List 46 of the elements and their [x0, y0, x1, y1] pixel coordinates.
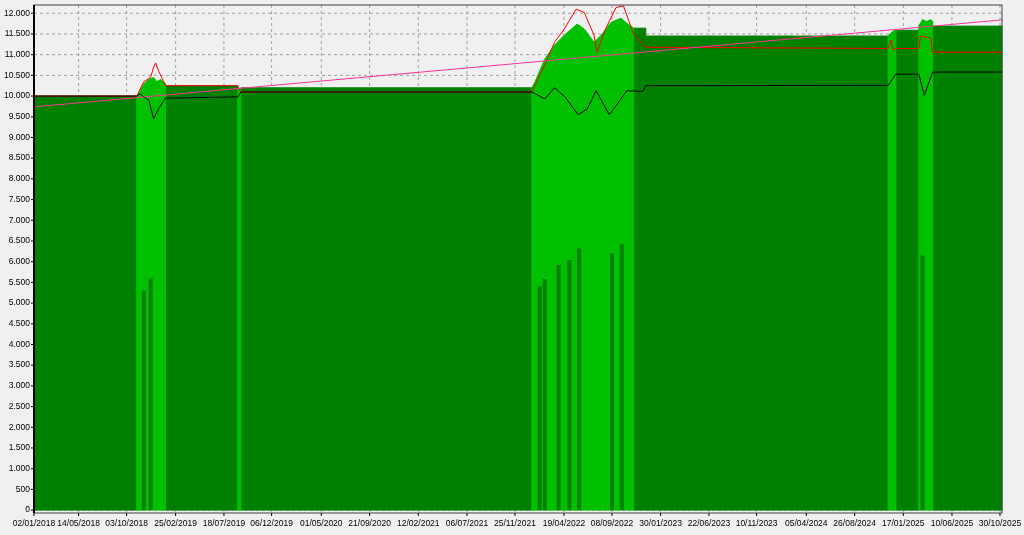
y-tick-label: 11.000: [4, 48, 31, 59]
x-tick-label: 01/05/2020: [300, 518, 343, 528]
x-tick-label: 22/06/2023: [687, 518, 731, 528]
x-tick-label: 10/11/2023: [735, 518, 778, 528]
y-tick-label: 3.500: [8, 359, 31, 370]
y-tick-label: 6.500: [8, 235, 31, 246]
x-tick-label: 03/10/2018: [105, 518, 149, 528]
x-tick-label: 17/01/2025: [882, 518, 925, 528]
y-tick-label: 0: [25, 504, 31, 515]
x-tick-label: 18/07/2019: [202, 518, 246, 528]
y-tick-label: 10.000: [4, 90, 31, 101]
y-tick-label: 500: [15, 483, 31, 494]
y-tick-label: 2.000: [8, 421, 31, 432]
y-tick-label: 11.500: [4, 28, 31, 39]
x-tick-label: 02/01/2018: [12, 518, 56, 528]
x-tick-label: 05/04/2024: [785, 518, 828, 528]
x-tick-label: 14/05/2018: [57, 518, 101, 528]
y-tick-label: 5.500: [8, 276, 31, 287]
x-tick-label: 21/09/2020: [348, 518, 392, 528]
x-tick-label: 25/02/2019: [154, 518, 198, 528]
y-tick-label: 4.500: [8, 318, 31, 329]
y-tick-label: 3.000: [8, 380, 31, 391]
y-tick-label: 12.000: [4, 7, 31, 18]
y-tick-label: 7.000: [8, 214, 31, 225]
y-tick-label: 1.500: [8, 442, 31, 453]
x-tick-label: 06/07/2021: [445, 518, 489, 528]
y-tick-label: 9.000: [8, 131, 31, 142]
x-tick-label: 26/08/2024: [833, 518, 877, 528]
x-tick-label: 19/04/2022: [542, 518, 586, 528]
x-tick-label: 12/02/2021: [397, 518, 440, 528]
y-tick-label: 1.000: [8, 462, 31, 473]
y-tick-label: 8.000: [8, 173, 31, 184]
x-tick-label: 25/11/2021: [494, 518, 537, 528]
y-tick-label: 2.500: [8, 400, 31, 411]
x-tick-label: 06/12/2019: [250, 518, 294, 528]
y-tick-label: 10.500: [4, 69, 31, 80]
y-tick-label: 4.000: [8, 338, 31, 349]
x-tick-label: 08/09/2022: [590, 518, 634, 528]
x-tick-label: 10/06/2025: [930, 518, 974, 528]
y-tick-label: 8.500: [8, 152, 31, 163]
x-tick-label: 30/01/2023: [639, 518, 683, 528]
y-tick-label: 7.500: [8, 193, 31, 204]
y-tick-label: 5.000: [8, 297, 31, 308]
y-tick-label: 9.500: [8, 111, 31, 122]
y-tick-label: 6.000: [8, 255, 31, 266]
x-tick-label: 30/10/2025: [978, 518, 1022, 528]
